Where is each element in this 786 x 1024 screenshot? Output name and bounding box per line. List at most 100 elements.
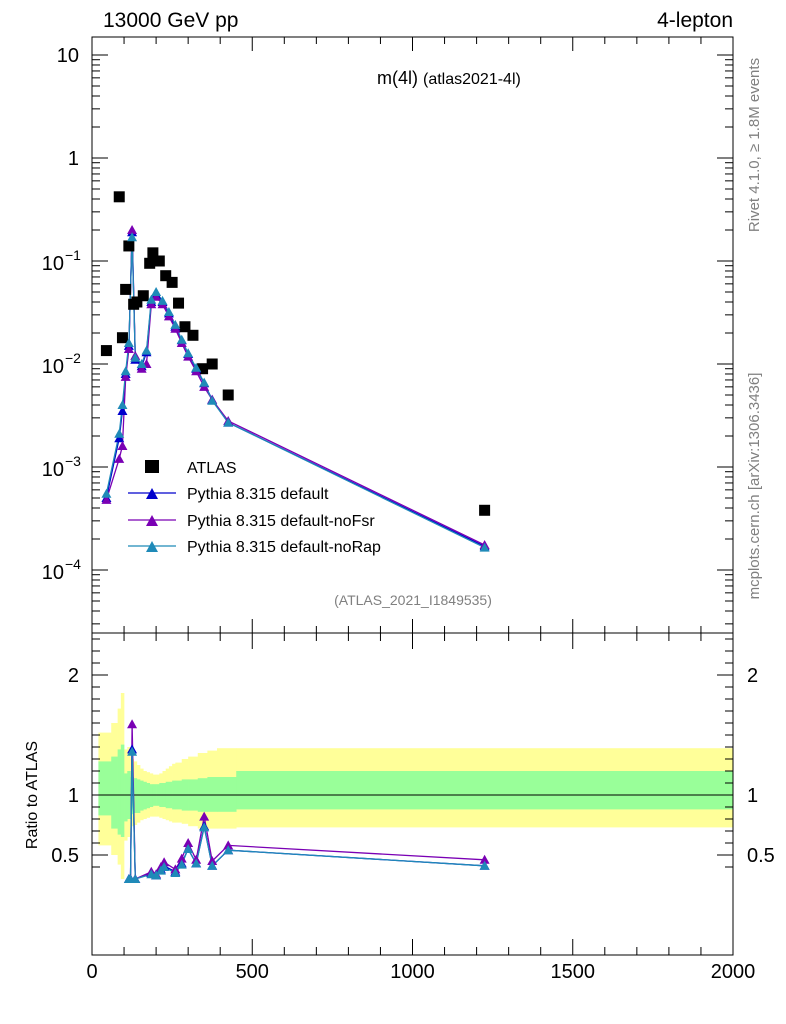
ratio-marker-noRap (130, 874, 141, 883)
atlas-data-point (100, 345, 112, 357)
x-tick-label: 0 (86, 961, 97, 983)
ratio-y-tick-label-right: 2 (747, 665, 758, 687)
marker-default (117, 405, 128, 415)
marker-noRap (207, 395, 218, 405)
marker-noRap (127, 232, 138, 242)
y-tick-exponent: −1 (65, 247, 81, 263)
atlas-data-point (144, 257, 156, 269)
ratio-marker-noRap (207, 860, 218, 870)
ratio-plot-tick-labels: 0.5 0.5 1 1 2 2 0 500 1000 1500 2000 (51, 665, 775, 983)
atlas-data-point (120, 283, 132, 295)
ratio-y-tick-label-left: 1 (68, 785, 79, 807)
ratio-marker-noFsr (223, 840, 234, 850)
header-left: 13000 GeV pp (103, 9, 238, 32)
plot-title: m(4l) (377, 68, 418, 88)
green-band-bin (133, 778, 138, 813)
marker-noRap (141, 345, 152, 355)
green-band-bin (207, 777, 218, 812)
x-tick-label: 2000 (711, 961, 756, 983)
green-band-bin (236, 771, 734, 810)
marker-noRap (191, 362, 202, 372)
ratio-y-tick-label-left: 0.5 (51, 845, 79, 867)
ratio-plot-markers (123, 719, 490, 883)
ratio-marker-noRap (183, 844, 194, 853)
atlas-data-point (206, 358, 218, 370)
x-tick-label: 1500 (551, 961, 596, 983)
atlas-data-point (166, 276, 178, 288)
header-right: 4-lepton (657, 9, 733, 32)
y-tick-exponent: −4 (65, 556, 81, 572)
legend-nofsr-marker (146, 515, 158, 526)
y-tick-label: 10 (57, 45, 79, 67)
atlas-data-point (137, 290, 149, 302)
marker-noRap (223, 417, 234, 427)
ratio-marker-noFsr (159, 857, 170, 867)
marker-noFsr (101, 494, 112, 504)
y-tick-label: 10 (42, 356, 64, 378)
atlas-data-point (222, 389, 234, 401)
legend-default-label: Pythia 8.315 default (187, 486, 329, 503)
marker-noFsr (114, 453, 125, 463)
legend-norap-label: Pythia 8.315 default-noRap (187, 539, 381, 556)
marker-noRap (151, 287, 162, 297)
green-band-bin (124, 773, 128, 822)
y-tick-label: 10 (42, 253, 64, 275)
marker-noFsr (136, 363, 147, 373)
main-plot-panel: m(4l) (atlas2021-4l) (ATLAS_2021_I184953… (42, 36, 734, 634)
marker-noRap (101, 488, 112, 498)
marker-noRap (114, 428, 125, 438)
green-band-bin (146, 783, 150, 809)
atlas-data-point (123, 240, 135, 252)
rivet-version-label: Rivet 4.1.0, ≥ 1.8M events (746, 58, 763, 232)
marker-noRap (163, 306, 174, 316)
marker-noRap (157, 295, 168, 305)
atlas-data-point (179, 321, 191, 333)
legend-nofsr-label: Pythia 8.315 default-noFsr (187, 513, 375, 530)
atlas-data-point (131, 296, 143, 308)
marker-noFsr (120, 371, 131, 381)
ratio-marker-noRap (151, 870, 162, 880)
marker-noRap (123, 337, 134, 347)
green-band-bin (111, 756, 118, 829)
x-tick-label: 1000 (390, 961, 435, 983)
ratio-marker-noFsr (207, 856, 218, 865)
ratio-marker-noRap (170, 868, 181, 877)
green-band-bin (140, 780, 144, 811)
green-band-bin (120, 744, 125, 837)
atlas-data-point (160, 270, 172, 282)
marker-noRap (183, 348, 194, 358)
ratio-marker-noRap (176, 859, 187, 869)
ratio-uncertainty-bands (92, 693, 734, 879)
main-plot-markers (100, 191, 491, 552)
marker-noFsr (127, 224, 138, 234)
ratio-plot-axes (91, 632, 734, 956)
marker-noRap (170, 319, 181, 329)
ratio-marker-noFsr (199, 811, 210, 821)
legend-atlas-marker (145, 460, 159, 473)
atlas-data-point (197, 363, 209, 375)
legend: ATLAS Pythia 8.315 default Pythia 8.315 … (128, 460, 381, 556)
marker-noFsr (123, 343, 134, 353)
ratio-ylabel: Ratio to ATLAS (24, 741, 41, 849)
atlas-data-point (153, 255, 165, 267)
marker-noRap (176, 334, 187, 344)
y-tick-label: 10 (42, 562, 64, 584)
marker-noRap (146, 294, 157, 304)
ratio-line-noRap (128, 751, 485, 880)
y-tick-label: 10 (42, 459, 64, 481)
legend-norap-marker (146, 541, 158, 552)
marker-noRap (130, 352, 141, 362)
marker-noRap (136, 359, 147, 368)
ratio-marker-noRap (479, 860, 490, 870)
mcplots-label: mcplots.cern.ch [arXiv:1306.3436] (746, 373, 763, 600)
green-band-bin (130, 777, 134, 815)
legend-default-marker (146, 488, 158, 499)
green-band-bin (216, 777, 237, 812)
green-band-bin (143, 781, 147, 810)
atlas-data-point (187, 329, 199, 341)
marker-noFsr (151, 291, 162, 301)
y-tick-label: 1 (68, 148, 79, 170)
y-tick-exponent: −2 (65, 350, 81, 366)
legend-atlas-label: ATLAS (187, 460, 237, 477)
